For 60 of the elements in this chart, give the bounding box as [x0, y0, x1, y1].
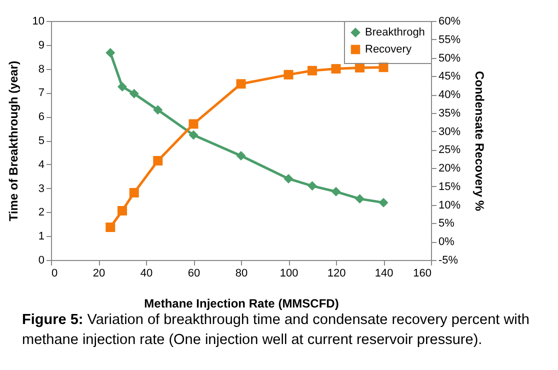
y-tick-label: 1: [38, 230, 44, 243]
y2-tick-label: 60%: [438, 16, 461, 28]
point: [355, 194, 364, 204]
y2-axis-title: Condensate Recovery %: [472, 70, 487, 212]
x-tick-label: 80: [235, 268, 248, 280]
point: [236, 151, 246, 161]
y2-tick-label: -5%: [438, 254, 458, 266]
point: [106, 48, 116, 58]
y-tick-label: 7: [38, 87, 44, 100]
y-tick-label: 6: [38, 111, 44, 124]
y2-tick-label: 40%: [438, 89, 461, 102]
x-axis-title: Methane Injection Rate (MMSCFD): [144, 296, 339, 310]
point: [188, 119, 198, 129]
point: [188, 130, 198, 140]
y-axis-title: Time of Breakthrough (year): [6, 60, 20, 222]
point: [308, 181, 317, 191]
point: [118, 82, 127, 92]
y2-tick-label: 55%: [438, 34, 461, 46]
caption: Figure 5: Variation of breakthrough time and condensate recovery percent with methane injection rate (One injection well at current reservoir pressure).: [22, 311, 530, 350]
x-tick-label: 140: [374, 268, 394, 280]
y-tick-label: 10: [32, 16, 44, 28]
y2-tick-label: 20%: [438, 162, 461, 175]
x-tick-label: 120: [327, 268, 346, 280]
point: [153, 105, 163, 115]
point: [331, 186, 341, 196]
point: [118, 206, 127, 216]
y2-tick-label: 30%: [438, 126, 461, 138]
y2-tick-label: 50%: [438, 52, 461, 64]
point: [284, 70, 294, 80]
y-tick-label: 8: [38, 63, 44, 76]
y2-tick-label: 10%: [438, 199, 461, 212]
y-tick-label: 5: [38, 135, 44, 147]
legend-label: Recovery: [365, 44, 412, 56]
point: [284, 174, 294, 184]
x-tick-label: 100: [280, 268, 298, 280]
y-tick-label: 0: [38, 254, 44, 266]
x-tick-label: 0: [52, 268, 58, 280]
point: [106, 222, 116, 232]
point: [129, 188, 139, 198]
point: [331, 64, 341, 74]
y2-tick-label: 15%: [438, 180, 461, 193]
legend-label: Breakthrogh: [365, 26, 425, 38]
point: [308, 66, 317, 76]
y-tick-label: 3: [38, 182, 44, 195]
point: [236, 79, 246, 89]
point: [153, 156, 163, 166]
y2-tick-label: 35%: [438, 107, 461, 120]
y2-tick-label: 25%: [438, 144, 461, 156]
y-tick-label: 9: [38, 39, 44, 52]
x-tick-label: 60: [188, 268, 200, 280]
y2-tick-label: 5%: [438, 218, 455, 230]
x-tick-label: 20: [92, 268, 106, 280]
y-tick-label: 2: [38, 206, 44, 219]
point: [378, 198, 388, 208]
x-tick-label: 160: [413, 268, 432, 280]
x-tick-label: 40: [140, 268, 153, 280]
y2-tick-label: 45%: [438, 70, 461, 83]
y2-tick-label: 0%: [438, 236, 455, 248]
point: [129, 88, 139, 98]
y-tick-label: 4: [38, 158, 44, 171]
